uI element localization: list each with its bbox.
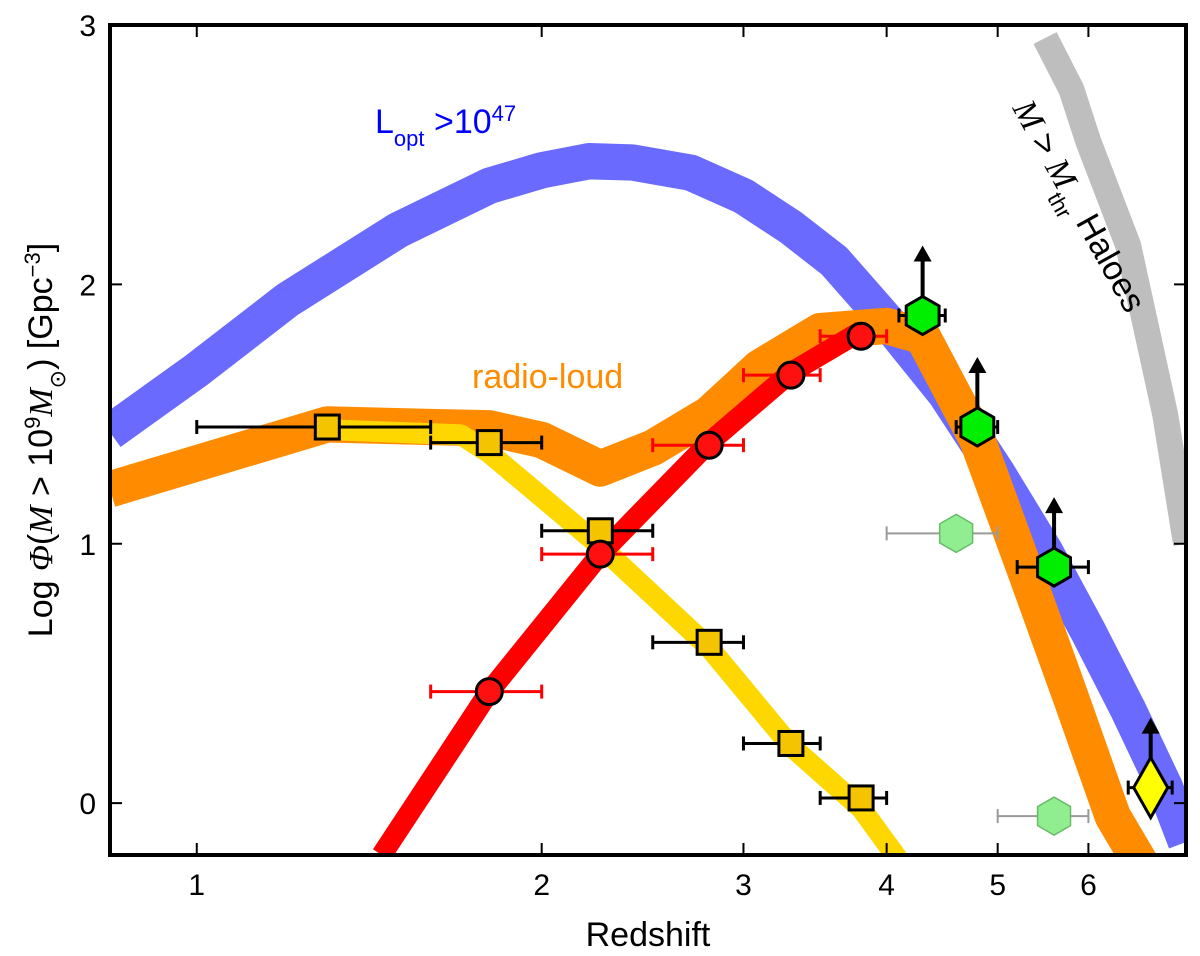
hexagons-point — [954, 357, 1000, 448]
x-axis-title: Redshift — [586, 916, 711, 954]
band-red-population — [373, 322, 867, 855]
hexagon-marker — [959, 406, 996, 448]
markers-layer — [195, 245, 1174, 836]
limit-arrow-head — [1045, 497, 1064, 514]
x-tick-label: 4 — [878, 869, 895, 902]
x-tick-label: 3 — [735, 869, 752, 902]
square-marker — [695, 628, 723, 656]
diamond-marker — [1131, 754, 1170, 821]
x-tick-label: 5 — [989, 869, 1006, 902]
square-marker — [777, 729, 805, 757]
y-tick-label: 1 — [79, 529, 96, 562]
annotation-radio-loud: radio-loud — [472, 358, 623, 396]
hexagon-marker — [904, 294, 941, 337]
circles-point — [818, 321, 889, 351]
limit-arrow-head — [1141, 717, 1160, 734]
squares-point — [429, 429, 544, 457]
squares-point — [540, 517, 655, 545]
circles-point — [540, 539, 655, 569]
ticks-layer: 1 2 3 4 5 6 0 1 2 3 — [79, 10, 1186, 902]
circle-marker — [694, 430, 724, 460]
diamond-point — [1126, 717, 1174, 821]
squares-point — [195, 413, 433, 441]
square-marker — [847, 784, 875, 812]
hexagon-marker — [938, 513, 974, 554]
y-tick-label: 0 — [79, 788, 96, 821]
hexagons-point — [1015, 497, 1090, 588]
hexagon-marker — [1036, 796, 1072, 836]
squares-point — [651, 628, 745, 656]
band-radio-loud — [110, 307, 1157, 855]
x-tick-label: 1 — [188, 869, 205, 902]
circles-point — [429, 677, 544, 707]
band-m-mthr-haloes — [1033, 32, 1186, 546]
circles-point — [741, 360, 822, 390]
plot-frame — [108, 23, 1188, 857]
y-axis-title: Log Φ(M > 109M⊙) [Gpc−3] — [20, 243, 70, 637]
circle-marker — [474, 677, 504, 707]
limit-arrow-head — [968, 357, 987, 374]
square-marker — [313, 413, 341, 441]
y-tick-label: 3 — [79, 10, 96, 43]
squares-point — [741, 729, 822, 757]
bands-layer — [110, 32, 1186, 855]
annotation-lopt: Lopt >1047 — [375, 101, 516, 151]
squares-point — [818, 784, 889, 812]
circle-marker — [846, 321, 876, 351]
circles-point — [651, 430, 745, 460]
square-marker — [475, 429, 503, 457]
circle-marker — [585, 539, 615, 569]
x-tick-label: 2 — [533, 869, 550, 902]
circle-marker — [776, 360, 806, 390]
hexagons-point — [897, 245, 947, 337]
y-tick-label: 2 — [79, 269, 96, 302]
band-lopt-10-47 — [110, 143, 1186, 849]
hexagon-marker — [1036, 546, 1072, 588]
limit-arrow-head — [913, 245, 932, 262]
faint-hexagons-point — [996, 796, 1090, 836]
x-tick-label: 6 — [1080, 869, 1097, 902]
square-marker — [586, 517, 614, 545]
faint-hexagons-point — [885, 513, 999, 554]
